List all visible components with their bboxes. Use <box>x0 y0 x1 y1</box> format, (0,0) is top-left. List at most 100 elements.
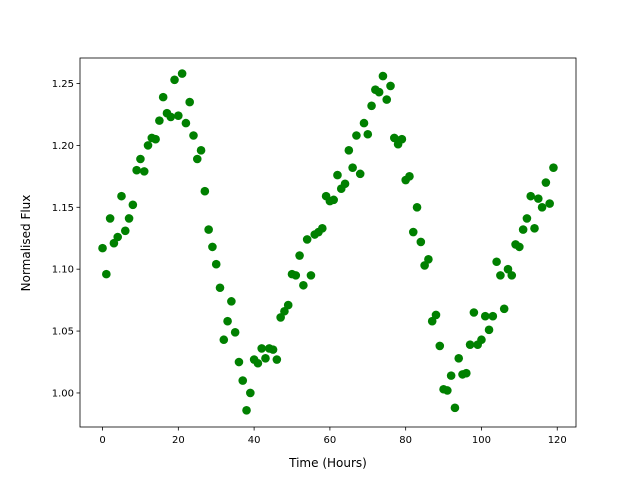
y-tick-label: 1.20 <box>52 141 74 152</box>
point <box>526 191 536 201</box>
point <box>386 81 395 91</box>
point <box>105 214 115 223</box>
point <box>424 254 433 264</box>
point <box>102 269 111 279</box>
x-tick-label: 80 <box>399 435 412 446</box>
point <box>185 97 194 107</box>
point <box>268 345 278 354</box>
point <box>242 405 251 415</box>
y-tick-label: 1.10 <box>52 265 74 276</box>
point <box>113 232 123 242</box>
point <box>374 87 384 97</box>
point <box>397 134 407 144</box>
point <box>435 341 445 351</box>
point <box>405 172 414 181</box>
point <box>120 226 130 236</box>
point <box>196 146 206 155</box>
point <box>363 129 373 139</box>
point <box>503 264 513 274</box>
point <box>291 271 301 280</box>
point <box>204 225 213 234</box>
point <box>230 328 240 337</box>
point <box>143 141 153 150</box>
point <box>507 271 517 280</box>
point <box>367 101 376 111</box>
point <box>446 371 456 380</box>
point <box>359 118 369 128</box>
point <box>174 111 183 120</box>
point <box>427 316 437 326</box>
point <box>155 116 164 125</box>
point <box>211 259 221 269</box>
point <box>98 243 107 253</box>
point <box>189 131 198 140</box>
point <box>333 170 342 180</box>
point <box>545 199 554 208</box>
point <box>227 297 236 306</box>
point <box>280 306 289 316</box>
point <box>533 194 543 203</box>
point <box>181 118 191 128</box>
point <box>412 202 422 212</box>
point <box>492 257 501 267</box>
point <box>128 200 138 210</box>
point <box>465 340 475 349</box>
point <box>234 357 244 367</box>
point <box>295 251 304 260</box>
point <box>302 235 312 244</box>
point <box>541 178 551 187</box>
y-tick-label: 1.05 <box>52 327 74 338</box>
point <box>537 202 547 212</box>
point <box>177 69 187 78</box>
point <box>480 311 490 321</box>
x-axis-label: Time (Hours) <box>288 456 367 470</box>
point <box>515 242 524 252</box>
point <box>352 131 361 140</box>
point <box>223 316 232 326</box>
point <box>348 163 357 172</box>
point <box>329 195 338 205</box>
point <box>109 238 119 248</box>
point <box>522 214 532 223</box>
point <box>215 283 225 293</box>
point <box>124 214 134 223</box>
point <box>355 169 365 179</box>
point <box>261 353 270 363</box>
x-tick-label: 120 <box>548 435 567 446</box>
point <box>219 335 229 345</box>
point <box>378 71 388 81</box>
point <box>238 376 248 385</box>
point <box>139 167 149 176</box>
point <box>117 191 126 201</box>
point <box>408 227 418 237</box>
point <box>390 133 399 143</box>
x-tick-label: 60 <box>324 435 337 446</box>
point <box>518 225 528 234</box>
point <box>477 335 486 345</box>
point <box>257 344 266 353</box>
point <box>158 92 168 102</box>
point <box>170 75 179 85</box>
point <box>431 310 441 320</box>
point <box>443 386 452 395</box>
point <box>276 313 285 322</box>
point <box>344 146 354 155</box>
point <box>136 154 145 164</box>
point <box>496 271 505 280</box>
point <box>200 186 210 196</box>
point <box>132 165 141 175</box>
point <box>488 311 498 321</box>
point <box>469 308 479 317</box>
x-tick-label: 0 <box>99 435 105 446</box>
point <box>420 261 429 270</box>
point <box>299 280 308 290</box>
y-axis-label: Normalised Flux <box>19 195 33 292</box>
point <box>499 304 509 314</box>
point <box>192 154 202 164</box>
point <box>151 134 160 144</box>
point <box>382 95 392 104</box>
point <box>283 300 293 310</box>
y-tick-label: 1.00 <box>52 388 74 399</box>
point <box>340 179 350 189</box>
